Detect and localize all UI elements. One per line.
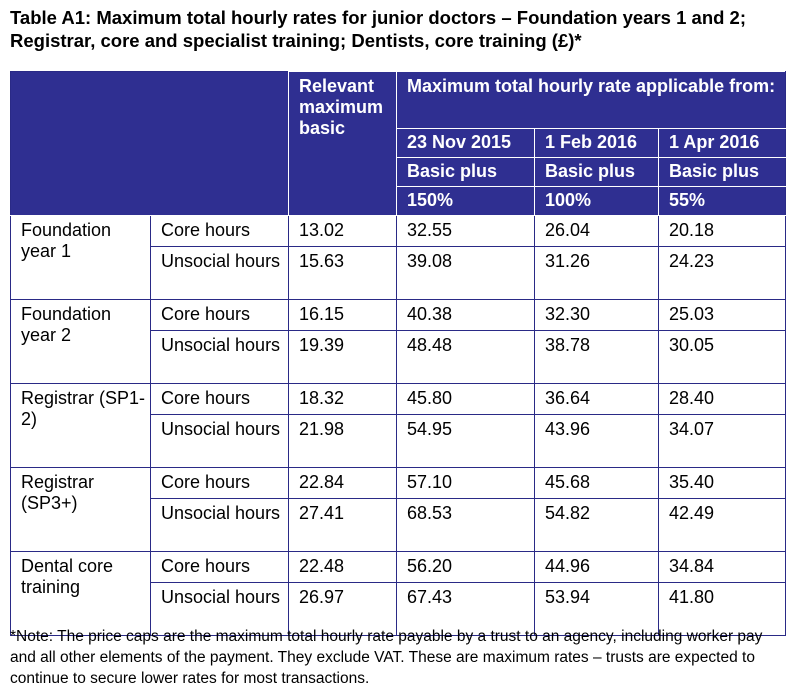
- group-name: Foundation year 1: [10, 215, 151, 300]
- rate-value: 43.96: [534, 414, 659, 468]
- group-name: Registrar (SP1-2): [10, 383, 151, 468]
- basic-rate: 21.98: [288, 414, 397, 468]
- rate-value: 68.53: [396, 498, 535, 552]
- table-row: Unsocial hours 15.63 39.08 31.26 24.23: [11, 246, 786, 300]
- rate-value: 48.48: [396, 330, 535, 384]
- hours-type: Core hours: [150, 215, 289, 247]
- header-date: 1 Apr 2016: [658, 128, 786, 158]
- hours-type: Core hours: [150, 299, 289, 331]
- basic-rate: 18.32: [288, 383, 397, 415]
- rate-value: 54.95: [396, 414, 535, 468]
- rate-value: 32.55: [396, 215, 535, 247]
- hours-type: Unsocial hours: [150, 582, 289, 636]
- group-name: Registrar (SP3+): [10, 467, 151, 552]
- header-date: 23 Nov 2015: [396, 128, 535, 158]
- table-row: Foundation year 1 Core hours 13.02 32.55…: [10, 215, 786, 300]
- rate-value: 40.38: [396, 299, 535, 331]
- rate-value: 54.82: [534, 498, 659, 552]
- header-basic-plus: Basic plus: [396, 157, 535, 187]
- table-row: Registrar (SP1-2) Core hours 18.32 45.80…: [10, 383, 786, 468]
- header-percent: 150%: [396, 186, 535, 216]
- rate-value: 56.20: [396, 551, 535, 583]
- rate-value: 31.26: [534, 246, 659, 300]
- rate-value: 39.08: [396, 246, 535, 300]
- hours-type: Unsocial hours: [150, 498, 289, 552]
- rate-value: 35.40: [658, 467, 786, 499]
- header-corner-cell: [10, 71, 289, 216]
- header-percent: 100%: [534, 186, 659, 216]
- hours-type: Unsocial hours: [150, 414, 289, 468]
- table-row: Registrar (SP3+) Core hours 22.84 57.10 …: [10, 467, 786, 552]
- basic-rate: 13.02: [288, 215, 397, 247]
- basic-rate: 27.41: [288, 498, 397, 552]
- rate-value: 44.96: [534, 551, 659, 583]
- table-row: Unsocial hours 26.97 67.43 53.94 41.80: [11, 582, 786, 636]
- table-row: Unsocial hours 27.41 68.53 54.82 42.49: [11, 498, 786, 552]
- rate-value: 38.78: [534, 330, 659, 384]
- rate-value: 41.80: [658, 582, 786, 636]
- rate-value: 57.10: [396, 467, 535, 499]
- rate-value: 20.18: [658, 215, 786, 247]
- rate-value: 25.03: [658, 299, 786, 331]
- rate-value: 30.05: [658, 330, 786, 384]
- hours-type: Unsocial hours: [150, 330, 289, 384]
- hours-type: Unsocial hours: [150, 246, 289, 300]
- rate-value: 45.80: [396, 383, 535, 415]
- rate-value: 24.23: [658, 246, 786, 300]
- rate-value: 34.84: [658, 551, 786, 583]
- table-row: Unsocial hours 21.98 54.95 43.96 34.07: [11, 414, 786, 468]
- table-row: Foundation year 2 Core hours 16.15 40.38…: [10, 299, 786, 384]
- header-relevant-basic: Relevant maximum basic: [288, 71, 397, 216]
- basic-rate: 22.84: [288, 467, 397, 499]
- basic-rate: 16.15: [288, 299, 397, 331]
- table-row: Dental core training Core hours 22.48 56…: [10, 551, 786, 636]
- rate-value: 34.07: [658, 414, 786, 468]
- rate-value: 26.04: [534, 215, 659, 247]
- header-basic-plus: Basic plus: [658, 157, 786, 187]
- footnote: *Note: The price caps are the maximum to…: [10, 628, 763, 687]
- header-basic-plus: Basic plus: [534, 157, 659, 187]
- hours-type: Core hours: [150, 467, 289, 499]
- rate-value: 45.68: [534, 467, 659, 499]
- table-row: Unsocial hours 19.39 48.48 38.78 30.05: [11, 330, 786, 384]
- group-name: Foundation year 2: [10, 299, 151, 384]
- hours-type: Core hours: [150, 551, 289, 583]
- rates-table: Relevant maximum basic Maximum total hou…: [10, 71, 786, 636]
- basic-rate: 22.48: [288, 551, 397, 583]
- group-name: Dental core training: [10, 551, 151, 636]
- basic-rate: 15.63: [288, 246, 397, 300]
- rate-value: 36.64: [534, 383, 659, 415]
- header-date: 1 Feb 2016: [534, 128, 659, 158]
- header-applicable-from: Maximum total hourly rate applicable fro…: [396, 71, 786, 129]
- rate-value: 28.40: [658, 383, 786, 415]
- rate-value: 42.49: [658, 498, 786, 552]
- table-title: Table A1: Maximum total hourly rates for…: [10, 7, 747, 51]
- basic-rate: 26.97: [288, 582, 397, 636]
- hours-type: Core hours: [150, 383, 289, 415]
- basic-rate: 19.39: [288, 330, 397, 384]
- header-percent: 55%: [658, 186, 786, 216]
- rate-value: 32.30: [534, 299, 659, 331]
